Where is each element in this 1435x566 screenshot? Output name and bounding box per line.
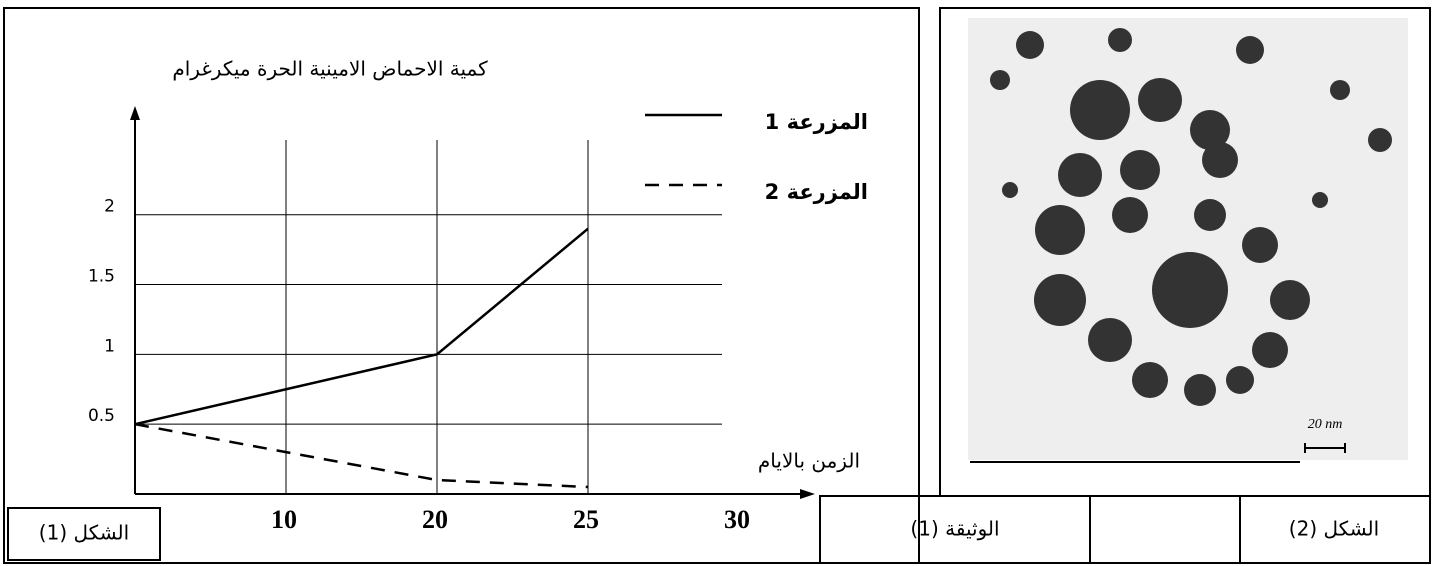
- y-tick-label: 2: [104, 197, 115, 217]
- chart-panel: [3, 7, 920, 564]
- x-axis-arrow: [800, 489, 815, 499]
- y-axis-arrow: [130, 106, 140, 120]
- micrograph: [968, 18, 1408, 463]
- y-tick-label: 1.5: [88, 267, 115, 287]
- figure-label: الشكل (2): [1289, 517, 1379, 541]
- caption-box: [7, 507, 161, 561]
- scale-label: 20 nm: [1308, 417, 1343, 432]
- legend-label: المزرعة 1: [765, 110, 868, 134]
- x-axis-title: الزمن بالايام: [758, 449, 860, 473]
- y-tick-label: 0.5: [88, 406, 115, 426]
- figure-label: الشكل (1): [39, 521, 129, 545]
- x-tick-label: 25: [573, 505, 599, 534]
- caption-row: [819, 495, 1431, 564]
- x-tick-label: 20: [422, 505, 448, 534]
- series-line: [134, 227, 589, 426]
- legend-label: المزرعة 2: [765, 180, 868, 204]
- y-tick-label: 1: [104, 336, 115, 356]
- y-axis-title: كمية الاحماض الامينية الحرة ميكرغرام: [172, 57, 488, 81]
- document-label: الوثيقة (1): [910, 517, 999, 541]
- x-tick-label: 30: [724, 505, 750, 534]
- x-tick-label: 10: [271, 505, 297, 534]
- series-line: [134, 422, 589, 489]
